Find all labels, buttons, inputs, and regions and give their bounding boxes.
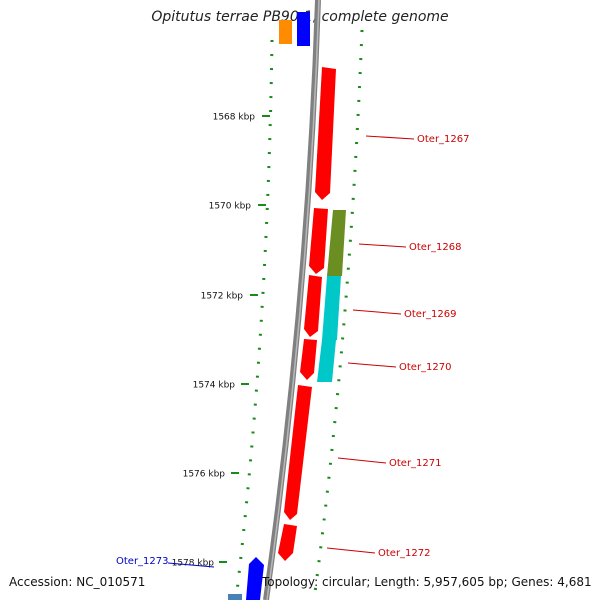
- gene-steel-partial[interactable]: [228, 594, 242, 600]
- gene-oter-1268-arrow[interactable]: [309, 208, 328, 274]
- label-leader-oter-1273: [167, 562, 215, 568]
- label-leader-oter-1268: [358, 243, 407, 248]
- kbp-tick-label: 1576 kbp: [183, 470, 226, 480]
- cog-block-cyan-2: [317, 340, 336, 382]
- gene-oter-1269-arrow[interactable]: [304, 275, 322, 337]
- gene-label-oter-1271[interactable]: Oter_1271: [389, 458, 442, 469]
- kbp-tick-label: 1568 kbp: [213, 113, 256, 123]
- kbp-scale: 1568 kbp 1570 kbp 1572 kbp 1574 kbp 1576…: [172, 113, 270, 569]
- cog-block-olive: [327, 210, 346, 276]
- gene-blue-partial[interactable]: [297, 12, 310, 46]
- gene-oter-1272-arrow[interactable]: [278, 524, 297, 561]
- gene-oter-1270-arrow[interactable]: [300, 339, 317, 380]
- accession-text: Accession: NC_010571: [9, 575, 146, 589]
- gene-label-oter-1273[interactable]: Oter_1273: [116, 556, 169, 567]
- label-leader-oter-1270: [347, 362, 397, 368]
- gene-label-oter-1267[interactable]: Oter_1267: [417, 134, 470, 145]
- genome-backbone: [263, 0, 321, 600]
- gene-label-oter-1269[interactable]: Oter_1269: [404, 309, 457, 320]
- gene-oter-1267-arrow[interactable]: [315, 67, 336, 200]
- kbp-tick-label: 1572 kbp: [201, 292, 244, 302]
- kbp-tick-label: 1578 kbp: [172, 559, 215, 569]
- kbp-tick-label: 1574 kbp: [193, 381, 236, 391]
- topology-text: Topology: circular; Length: 5,957,605 bp…: [262, 575, 592, 589]
- cog-block-cyan-1: [322, 276, 341, 340]
- gene-orange-partial[interactable]: [279, 20, 292, 44]
- gene-label-oter-1270[interactable]: Oter_1270: [399, 362, 452, 373]
- gene-oter-1273-arrow[interactable]: [246, 557, 264, 600]
- gene-label-oter-1268[interactable]: Oter_1268: [409, 242, 462, 253]
- label-leader-oter-1271: [337, 457, 387, 464]
- gene-oter-1271-arrow[interactable]: [284, 385, 312, 520]
- genome-backbone-highlight: [266, 0, 320, 600]
- gc-content-track-left: [234, 39, 274, 600]
- label-leader-oter-1267: [365, 135, 415, 140]
- label-leader-oter-1269: [352, 309, 402, 315]
- label-leader-oter-1272: [326, 547, 376, 554]
- gene-label-oter-1272[interactable]: Oter_1272: [378, 548, 431, 559]
- kbp-tick-label: 1570 kbp: [209, 202, 252, 212]
